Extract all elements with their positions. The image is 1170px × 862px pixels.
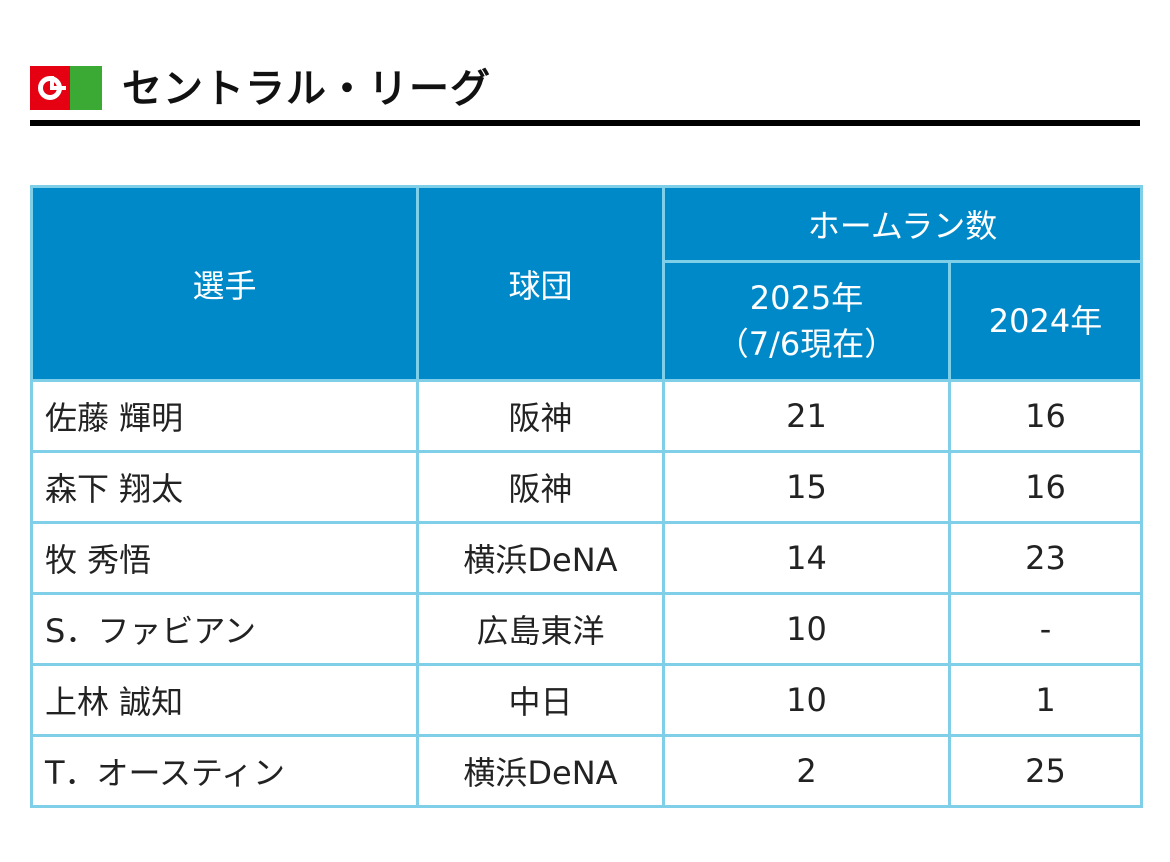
player-name: S．ファビアン [30, 592, 419, 666]
team-name: 中日 [416, 663, 665, 737]
table-row: 佐藤 輝明 阪神 21 16 [30, 379, 1144, 453]
player-name: 牧 秀悟 [30, 521, 419, 595]
hr-2025: 14 [662, 521, 951, 595]
table-row: S．ファビアン 広島東洋 10 - [30, 592, 1144, 666]
hr-2024: - [947, 592, 1144, 666]
central-league-logo [30, 66, 102, 110]
col-header-home-runs: ホームラン数 [661, 185, 1144, 263]
hr-2025: 15 [662, 450, 951, 524]
home-run-table: 選手 球団 ホームラン数 2025年 （7/6現在） 2024年 佐藤 輝明 阪… [30, 185, 1144, 808]
hr-2024: 25 [947, 734, 1144, 808]
team-name: 阪神 [416, 379, 665, 453]
player-name: 森下 翔太 [30, 450, 419, 524]
col-header-team: 球団 [416, 185, 665, 382]
col-header-2024: 2024年 [947, 260, 1144, 382]
hr-2024: 16 [947, 450, 1144, 524]
table-row: 森下 翔太 阪神 15 16 [30, 450, 1144, 524]
page-title: セントラル・リーグ [122, 66, 491, 112]
logo-emblem-icon [38, 76, 66, 100]
hr-2024: 1 [947, 663, 1144, 737]
col-header-player: 選手 [30, 185, 419, 382]
table-row: 上林 誠知 中日 10 1 [30, 663, 1144, 737]
col-header-2025-date: （7/6現在） [716, 325, 897, 363]
player-name: T．オースティン [30, 734, 419, 808]
hr-2025: 2 [662, 734, 951, 808]
hr-2025: 21 [662, 379, 951, 453]
hr-2025: 10 [662, 663, 951, 737]
heading-rule [30, 120, 1140, 126]
col-header-2025: 2025年 （7/6現在） [662, 260, 951, 382]
team-name: 横浜DeNA [416, 521, 665, 595]
team-name: 広島東洋 [416, 592, 665, 666]
team-name: 阪神 [416, 450, 665, 524]
table-row: T．オースティン 横浜DeNA 2 25 [30, 734, 1144, 808]
team-name: 横浜DeNA [416, 734, 665, 808]
league-heading: セントラル・リーグ [30, 55, 1140, 125]
player-name: 佐藤 輝明 [30, 379, 419, 453]
hr-2024: 16 [947, 379, 1144, 453]
hr-2025: 10 [662, 592, 951, 666]
player-name: 上林 誠知 [30, 663, 419, 737]
hr-2024: 23 [947, 521, 1144, 595]
table-row: 牧 秀悟 横浜DeNA 14 23 [30, 521, 1144, 595]
col-header-2025-year: 2025年 [749, 279, 864, 317]
